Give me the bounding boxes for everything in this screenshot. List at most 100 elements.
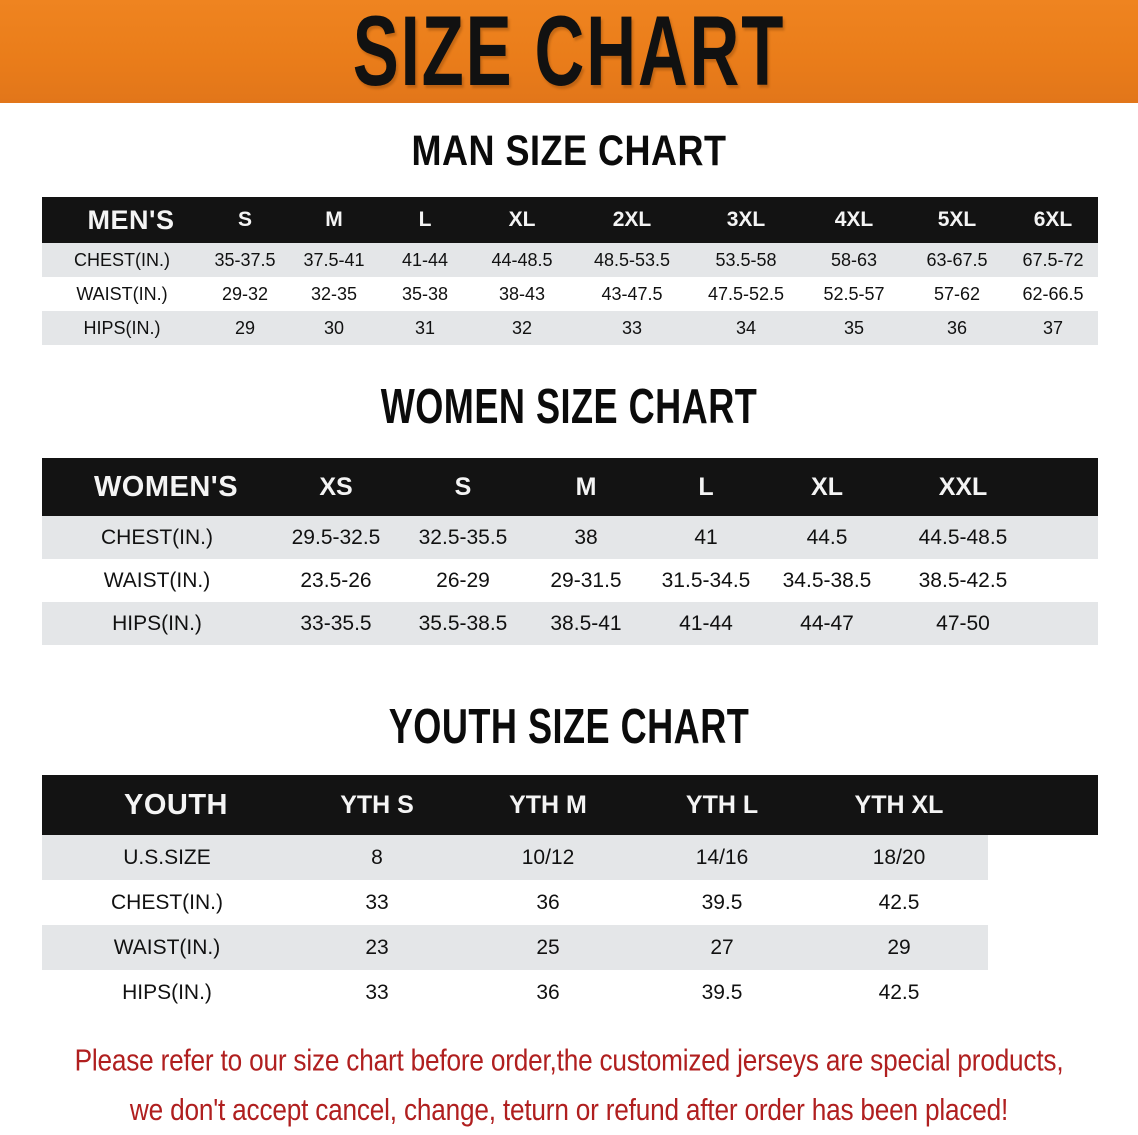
table-row: U.S.SIZE 8 10/12 14/16 18/20 bbox=[42, 835, 1098, 880]
women-cell-pad bbox=[1038, 559, 1098, 602]
men-header-row: MEN'S S M L XL 2XL 3XL 4XL 5XL 6XL bbox=[42, 197, 1098, 243]
women-size-table: WOMEN'S XS S M L XL XXL CHEST(IN.) 29.5-32.5 32.5… bbox=[42, 458, 1098, 645]
section-heading-women: WOMEN SIZE CHART bbox=[380, 380, 758, 435]
youth-size-table: YOUTH YTH S YTH M YTH L YTH XL U.S.SIZE 8 10/12… bbox=[42, 775, 1098, 1015]
youth-column-header: YTH M bbox=[462, 775, 634, 835]
men-cell: 36 bbox=[906, 311, 1008, 345]
women-cell: 34.5-38.5 bbox=[766, 559, 888, 602]
table-row: WAIST(IN.) 29-32 32-35 35-38 38-43 43-47.5 47.… bbox=[42, 277, 1098, 311]
table-row: CHEST(IN.) 29.5-32.5 32.5-35.5 38 41 44.5 44.5… bbox=[42, 516, 1098, 559]
youth-cell: 10/12 bbox=[462, 835, 634, 880]
men-cell: 57-62 bbox=[906, 277, 1008, 311]
youth-corner-label: YOUTH bbox=[42, 775, 292, 835]
men-cell: 29 bbox=[202, 311, 288, 345]
women-cell: 44-47 bbox=[766, 602, 888, 645]
youth-cell-pad bbox=[988, 925, 1098, 970]
youth-cell-pad bbox=[988, 835, 1098, 880]
women-cell: 44.5-48.5 bbox=[888, 516, 1038, 559]
youth-column-header: YTH XL bbox=[810, 775, 988, 835]
men-column-header: L bbox=[380, 197, 470, 243]
table-row: HIPS(IN.) 33-35.5 35.5-38.5 38.5-41 41-44 44-… bbox=[42, 602, 1098, 645]
women-corner-label: WOMEN'S bbox=[42, 458, 272, 516]
women-row-label: CHEST(IN.) bbox=[42, 516, 272, 559]
youth-cell: 14/16 bbox=[634, 835, 810, 880]
youth-header-row: YOUTH YTH S YTH M YTH L YTH XL bbox=[42, 775, 1098, 835]
youth-cell: 39.5 bbox=[634, 970, 810, 1015]
women-cell: 41 bbox=[646, 516, 766, 559]
men-cell: 67.5-72 bbox=[1008, 243, 1098, 277]
table-row: WAIST(IN.) 23.5-26 26-29 29-31.5 31.5-34.5 34… bbox=[42, 559, 1098, 602]
men-row-label: WAIST(IN.) bbox=[42, 277, 202, 311]
men-cell: 48.5-53.5 bbox=[574, 243, 690, 277]
men-cell: 58-63 bbox=[802, 243, 906, 277]
men-column-header: 5XL bbox=[906, 197, 1008, 243]
men-cell: 35-38 bbox=[380, 277, 470, 311]
men-column-header: 6XL bbox=[1008, 197, 1098, 243]
women-column-header: L bbox=[646, 458, 766, 516]
page-title: SIZE CHART bbox=[352, 0, 786, 107]
youth-cell: 27 bbox=[634, 925, 810, 970]
men-column-header: 2XL bbox=[574, 197, 690, 243]
youth-cell-pad bbox=[988, 970, 1098, 1015]
disclaimer-line-2: we don't accept cancel, change, teturn o… bbox=[129, 1093, 1009, 1127]
women-row-label: WAIST(IN.) bbox=[42, 559, 272, 602]
men-column-header: S bbox=[202, 197, 288, 243]
men-cell: 41-44 bbox=[380, 243, 470, 277]
men-row-label: CHEST(IN.) bbox=[42, 243, 202, 277]
men-cell: 53.5-58 bbox=[690, 243, 802, 277]
men-column-header: 4XL bbox=[802, 197, 906, 243]
table-row: CHEST(IN.) 33 36 39.5 42.5 bbox=[42, 880, 1098, 925]
women-cell-pad bbox=[1038, 602, 1098, 645]
youth-cell-pad bbox=[988, 880, 1098, 925]
women-table-body: WOMEN'S XS S M L XL XXL CHEST(IN.) 29.5-32.5 32.5… bbox=[42, 458, 1098, 645]
men-cell: 35-37.5 bbox=[202, 243, 288, 277]
men-cell: 37 bbox=[1008, 311, 1098, 345]
women-cell-pad bbox=[1038, 516, 1098, 559]
section-heading-youth: YOUTH SIZE CHART bbox=[388, 700, 750, 755]
men-cell: 52.5-57 bbox=[802, 277, 906, 311]
youth-cell: 33 bbox=[292, 880, 462, 925]
women-column-header: S bbox=[400, 458, 526, 516]
men-column-header: M bbox=[288, 197, 380, 243]
men-cell: 32 bbox=[470, 311, 574, 345]
men-cell: 33 bbox=[574, 311, 690, 345]
men-cell: 32-35 bbox=[288, 277, 380, 311]
women-header-pad bbox=[1038, 458, 1098, 516]
youth-cell: 39.5 bbox=[634, 880, 810, 925]
men-column-header: 3XL bbox=[690, 197, 802, 243]
men-cell: 47.5-52.5 bbox=[690, 277, 802, 311]
youth-cell: 18/20 bbox=[810, 835, 988, 880]
youth-table-body: YOUTH YTH S YTH M YTH L YTH XL U.S.SIZE 8 10/12… bbox=[42, 775, 1098, 1015]
youth-column-header: YTH S bbox=[292, 775, 462, 835]
youth-cell: 36 bbox=[462, 970, 634, 1015]
women-cell: 35.5-38.5 bbox=[400, 602, 526, 645]
men-cell: 43-47.5 bbox=[574, 277, 690, 311]
women-cell: 38.5-41 bbox=[526, 602, 646, 645]
men-cell: 38-43 bbox=[470, 277, 574, 311]
youth-row-label: HIPS(IN.) bbox=[42, 970, 292, 1015]
men-cell: 29-32 bbox=[202, 277, 288, 311]
youth-cell: 42.5 bbox=[810, 880, 988, 925]
men-cell: 37.5-41 bbox=[288, 243, 380, 277]
women-cell: 29-31.5 bbox=[526, 559, 646, 602]
men-cell: 34 bbox=[690, 311, 802, 345]
women-cell: 26-29 bbox=[400, 559, 526, 602]
women-cell: 38.5-42.5 bbox=[888, 559, 1038, 602]
table-row: HIPS(IN.) 33 36 39.5 42.5 bbox=[42, 970, 1098, 1015]
women-cell: 23.5-26 bbox=[272, 559, 400, 602]
youth-header-pad bbox=[988, 775, 1098, 835]
youth-cell: 42.5 bbox=[810, 970, 988, 1015]
youth-cell: 33 bbox=[292, 970, 462, 1015]
men-cell: 63-67.5 bbox=[906, 243, 1008, 277]
men-cell: 35 bbox=[802, 311, 906, 345]
youth-row-label: WAIST(IN.) bbox=[42, 925, 292, 970]
disclaimer-line-1: Please refer to our size chart before or… bbox=[74, 1043, 1064, 1078]
youth-cell: 29 bbox=[810, 925, 988, 970]
men-row-label: HIPS(IN.) bbox=[42, 311, 202, 345]
women-cell: 41-44 bbox=[646, 602, 766, 645]
women-header-row: WOMEN'S XS S M L XL XXL bbox=[42, 458, 1098, 516]
men-cell: 30 bbox=[288, 311, 380, 345]
women-row-label: HIPS(IN.) bbox=[42, 602, 272, 645]
women-cell: 33-35.5 bbox=[272, 602, 400, 645]
